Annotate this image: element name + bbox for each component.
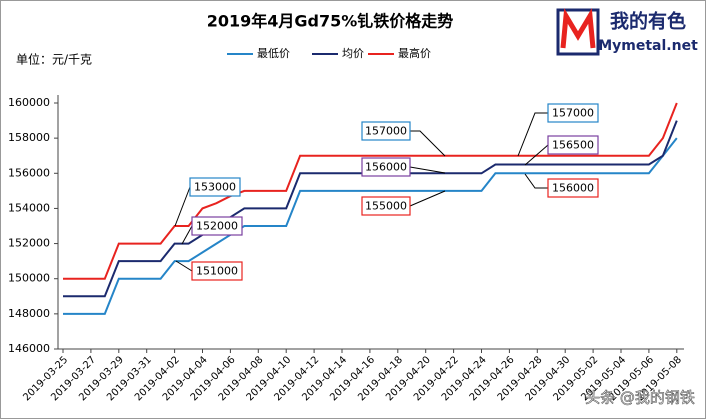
y-tick-label: 150000 xyxy=(8,272,50,285)
annotation-leader xyxy=(409,166,446,174)
chart-title: 2019年4月Gd75%钆铁价格走势 xyxy=(207,12,454,31)
annotation-label: 153000 xyxy=(194,181,236,194)
annotation-leader xyxy=(524,144,549,166)
annotation-label: 157000 xyxy=(365,125,407,138)
logo-name: 我的有色 xyxy=(610,10,686,33)
logo: 我的有色 Mymetal.net xyxy=(556,8,698,56)
annotation-label: 156000 xyxy=(552,182,594,195)
annotation-box xyxy=(191,216,243,236)
annotation-leader xyxy=(409,190,446,207)
legend-label: 最低价 xyxy=(257,47,290,60)
y-tick-label: 160000 xyxy=(8,96,50,109)
annotation-box xyxy=(547,135,599,155)
series-line xyxy=(63,102,678,280)
y-tick-label: 148000 xyxy=(8,307,50,320)
annotation-label: 151000 xyxy=(196,265,238,278)
logo-site: Mymetal.net xyxy=(598,38,698,54)
y-tick-label: 152000 xyxy=(8,237,50,250)
logo-mark xyxy=(560,8,596,49)
y-tick-label: 158000 xyxy=(8,131,50,144)
unit-label: 单位：元/千克 xyxy=(16,52,92,67)
annotation-box xyxy=(191,261,243,281)
y-tick-label: 156000 xyxy=(8,166,50,179)
y-tick-label: 154000 xyxy=(8,201,50,214)
annotation-leader xyxy=(517,112,548,157)
annotation-leader xyxy=(174,186,191,227)
annotation-box xyxy=(547,103,599,123)
legend-label: 均价 xyxy=(342,47,364,60)
annotation-box xyxy=(547,178,599,198)
annotation-leader xyxy=(175,260,193,272)
watermark: 头条 @我的钢铁 xyxy=(585,389,695,407)
annotation-label: 156500 xyxy=(552,139,594,152)
series-line xyxy=(63,137,678,315)
annotation-box xyxy=(361,157,411,177)
annotation-leader xyxy=(524,173,548,189)
annotation-box xyxy=(189,177,241,197)
annotation-box xyxy=(361,196,411,216)
annotation-label: 157000 xyxy=(552,107,594,120)
annotation-leader xyxy=(181,225,193,245)
annotation-leader xyxy=(410,130,446,157)
y-tick-label: 146000 xyxy=(8,342,50,355)
annotation-box xyxy=(361,121,411,141)
annotation-label: 155000 xyxy=(365,200,407,213)
annotation-label: 152000 xyxy=(196,220,238,233)
legend-label: 最高价 xyxy=(398,46,431,60)
annotation-label: 156000 xyxy=(365,161,407,174)
